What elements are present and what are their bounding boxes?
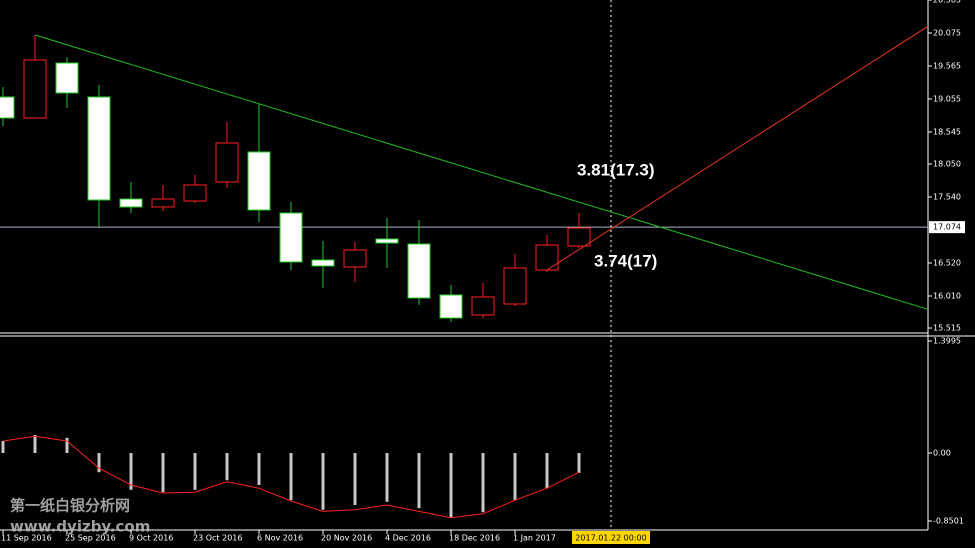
candle-body [119,198,143,208]
current-price-box [929,221,965,234]
candle-body [311,259,335,267]
y-tick-label: 0.00 [933,449,951,458]
y-tick-label: 18.050 [933,160,961,169]
trendline [546,25,928,271]
candle-body [375,238,399,244]
candle-body [23,59,47,119]
candle-body [87,96,111,201]
candle-body [215,142,239,183]
y-tick-label: 17.540 [933,193,961,202]
x-tick-label: 23 Oct 2016 [193,534,242,543]
y-tick-label: 15.515 [933,324,961,333]
watermark: 第一纸白银分析网 [10,497,130,515]
annotation: 3.74(17) [594,251,657,270]
candle-body [503,267,527,305]
x-tick-label: 1 Jan 2017 [513,534,556,543]
candle-body [535,244,559,271]
watermark: www.dyizby.com [10,518,150,536]
y-tick-label: 1.3995 [933,337,961,346]
candle-body [471,296,495,316]
candle-body [567,227,591,247]
x-tick-label: 9 Oct 2016 [129,534,173,543]
cursor-label: 2017.01.22 00:00 [575,534,646,543]
x-tick-label: 6 Nov 2016 [257,534,303,543]
y-tick-label: 18.545 [933,127,961,136]
candle-body [55,62,79,94]
cursor-box [572,531,650,544]
x-tick-label: 11 Sep 2016 [1,534,52,543]
current-price-label: 17.074 [933,223,961,232]
x-tick-label: 25 Sep 2016 [65,534,116,543]
candle-body [279,212,303,263]
signal-line [2,435,580,519]
plot: 3.81(17.3) 3.74(17) 第一纸白银分析网 www.dyizby.com [0,0,928,536]
y-tick-label: 19.565 [933,61,961,70]
candle-body [151,198,175,208]
x-tick-label: 18 Dec 2016 [449,534,500,543]
y-tick-label: 19.055 [933,94,961,103]
y-tick-label: -0.8501 [933,517,964,526]
x-tick-label: 4 Dec 2016 [385,534,431,543]
candle-body [183,184,207,202]
y-tick-label: 16.010 [933,291,961,300]
trendline [34,34,928,310]
candle-body [0,96,15,119]
y-tick-label: 16.520 [933,258,961,267]
candle-body [343,249,367,268]
y-tick-label: 20.585 [933,0,961,5]
candle-body [439,294,463,319]
x-tick-label: 20 Nov 2016 [321,534,372,543]
candle-body [407,243,431,299]
y-tick-label: 20.075 [933,28,961,37]
annotation: 3.81(17.3) [577,160,655,179]
candle-body [247,151,271,211]
